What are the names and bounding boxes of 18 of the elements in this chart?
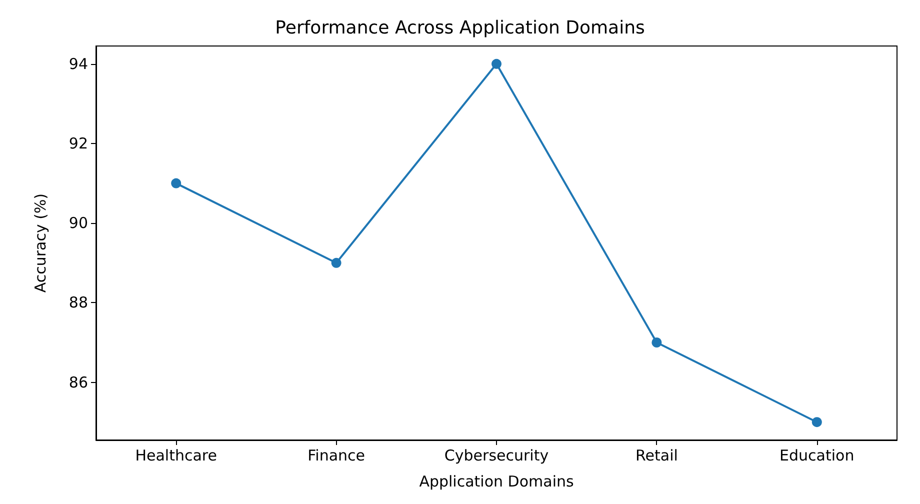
- y-tick-label: 92: [68, 134, 88, 153]
- x-tick-label: Finance: [308, 446, 365, 464]
- y-tick-label: 90: [68, 214, 88, 232]
- point: [812, 417, 822, 428]
- x-tick-label: Retail: [636, 446, 678, 464]
- y-tick-label: 94: [68, 54, 88, 73]
- x-tick-label: Healthcare: [135, 446, 217, 464]
- chart-title: Performance Across Application Domains: [275, 18, 645, 38]
- point: [171, 178, 182, 188]
- point: [652, 337, 662, 348]
- x-tick-label: Education: [780, 446, 854, 464]
- y-axis-title: Accuracy (%): [32, 193, 50, 293]
- point: [331, 258, 342, 268]
- point: [492, 58, 502, 69]
- y-tick-label: 88: [68, 294, 88, 312]
- y-tick-label: 86: [68, 373, 88, 392]
- x-axis-title: Application Domains: [419, 472, 574, 490]
- x-tick-label: Cybersecurity: [444, 446, 549, 464]
